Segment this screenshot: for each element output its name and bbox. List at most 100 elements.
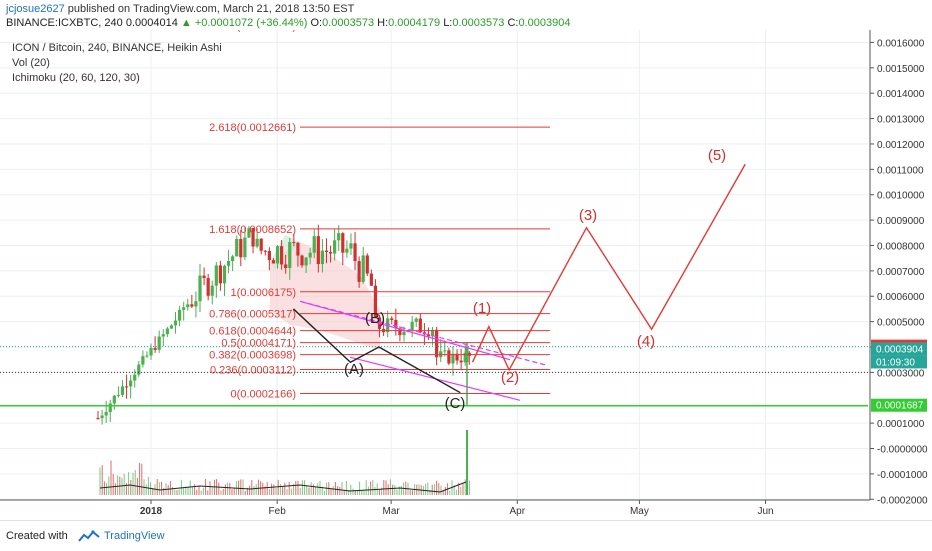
candle-body	[100, 415, 104, 419]
candle-body	[226, 261, 231, 266]
fib-level-label: 0.786(0.0005317)	[209, 309, 296, 321]
price-change: ▲ +0.0001072 (+36.44%)	[180, 17, 308, 29]
candle-body	[320, 250, 324, 265]
candle-body	[463, 352, 467, 363]
price-label-box	[871, 398, 927, 412]
wave-label: (5)	[708, 147, 726, 164]
fib-level-label: 0.382(0.0003698)	[209, 350, 296, 362]
low-label: L:	[443, 17, 453, 29]
candle-body	[271, 260, 276, 264]
candle-body	[206, 278, 210, 296]
candle-body	[247, 228, 251, 238]
candle-body	[447, 350, 451, 364]
candle-body	[390, 318, 394, 320]
tradingview-logo-icon[interactable]	[78, 530, 100, 544]
fib-level-label: 3.618(0.0016670)	[209, 30, 296, 32]
publish-text: published on TradingView.com, March 21, …	[67, 3, 355, 15]
candle-body	[259, 238, 263, 251]
price-chart[interactable]: 3.618(0.0016670) 2.618(0.0012661) 1.618(0.…	[0, 20, 932, 520]
candle-body	[275, 246, 280, 264]
price-label: 0.0001687	[876, 401, 924, 412]
wave-label: (C)	[445, 395, 466, 412]
author-link[interactable]: jcjosue2627	[6, 3, 65, 15]
y-tick-label: 0.0007000	[877, 267, 925, 278]
price-label-box	[871, 342, 927, 356]
candle-body	[231, 256, 235, 262]
wave-label: (B)	[365, 310, 385, 327]
candle-body	[165, 328, 169, 335]
candle-body	[145, 355, 149, 357]
open-value: 0.0003573	[322, 17, 375, 29]
candle-body	[328, 252, 333, 254]
y-tick-label: 0.0008000	[877, 241, 925, 252]
candle-body	[337, 233, 341, 241]
candle-body	[394, 319, 398, 329]
candle-body	[349, 243, 353, 249]
ichimoku-cloud-red	[270, 242, 380, 350]
candle-body	[361, 255, 365, 282]
candle-body	[116, 394, 120, 396]
candle-body	[324, 250, 329, 253]
candle-body	[443, 350, 447, 352]
candle-body	[312, 236, 316, 253]
created-with-text: Created with	[6, 530, 68, 542]
x-tick-label: Mar	[383, 506, 401, 517]
y-tick-label: 0.0005000	[877, 318, 925, 329]
candle-body	[210, 285, 214, 296]
candle-body	[455, 353, 459, 361]
candle-body	[120, 386, 125, 395]
candle-body	[239, 238, 243, 258]
tradingview-link[interactable]: TradingView	[104, 530, 165, 542]
fib-level-label: 0.618(0.0004644)	[209, 326, 296, 338]
candle-body	[373, 285, 378, 318]
low-value: 0.0003573	[452, 17, 505, 29]
ohlc-bar: BINANCE:ICXBTC, 240 0.0004014 ▲ +0.00010…	[6, 17, 570, 29]
candle-body	[251, 228, 255, 247]
candle-body	[410, 321, 414, 331]
y-tick-label: 0.0016000	[877, 38, 925, 49]
candle-body	[161, 334, 165, 337]
y-tick-label: 0.0013000	[877, 115, 925, 126]
close-label: C:	[507, 17, 519, 29]
symbol-label: BINANCE:ICXBTC, 240	[6, 17, 123, 29]
footer: Created with TradingView	[0, 520, 932, 551]
y-tick-label: 0.0014000	[877, 89, 925, 100]
candle-body	[108, 403, 112, 412]
candle-body	[235, 238, 239, 257]
y-tick-label: 0.0012000	[877, 140, 925, 151]
candle-body	[459, 360, 463, 363]
candle-body	[426, 334, 431, 337]
y-tick-label: -0.0000000	[877, 445, 928, 456]
candle-body	[129, 380, 133, 387]
candle-body	[243, 237, 247, 258]
candle-body	[341, 233, 345, 253]
candle-body	[133, 374, 137, 381]
candle-body	[292, 242, 296, 244]
candle-body	[186, 304, 190, 308]
wave-label: (2)	[501, 369, 519, 386]
wave-label: (A)	[344, 361, 364, 378]
candle-body	[402, 331, 406, 336]
candle-body	[365, 255, 369, 274]
candle-body	[418, 318, 422, 333]
close-value: 0.0003904	[518, 17, 571, 29]
candle-body	[202, 275, 206, 279]
price-label: 01:09:30	[876, 357, 915, 368]
candle-body	[316, 236, 320, 265]
candle-body	[353, 243, 357, 262]
chart-svg[interactable]: 3.618(0.0016670) 2.618(0.0012661) 1.618(0.…	[0, 20, 932, 520]
candle-body	[178, 309, 182, 321]
candle-body	[288, 242, 292, 269]
y-tick-label: 0.0003000	[877, 368, 925, 379]
legend-title: ICON / Bitcoin, 240, BINANCE, Heikin Ash…	[12, 42, 222, 54]
y-tick-label: 0.0006000	[877, 292, 925, 303]
x-tick-label: 2018	[140, 506, 163, 517]
fib-level-label: 1.618(0.0008652)	[209, 224, 296, 236]
candle-body	[280, 246, 284, 265]
candle-body	[194, 301, 198, 307]
candle-body	[104, 411, 108, 416]
fib-level-label: 0.5(0.0004171)	[221, 338, 296, 350]
candle-body	[345, 248, 349, 253]
y-tick-label: 0.0015000	[877, 64, 925, 75]
candle-body	[137, 364, 141, 375]
